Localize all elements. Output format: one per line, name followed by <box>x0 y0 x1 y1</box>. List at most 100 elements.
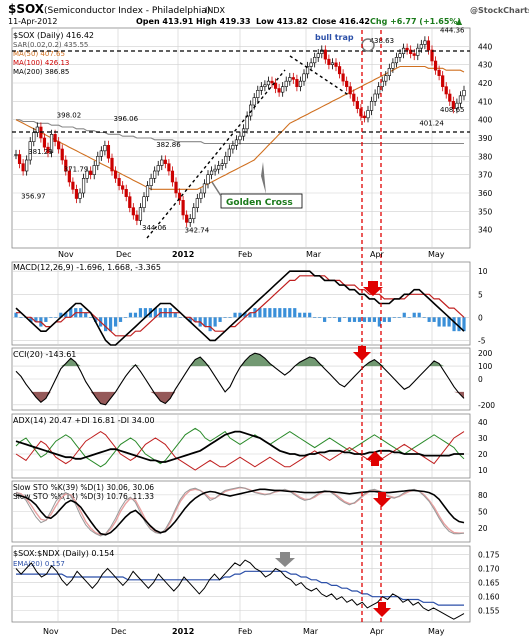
candle <box>128 196 132 208</box>
macd-histogram-bar <box>342 317 347 318</box>
macd-histogram-bar <box>123 317 128 318</box>
candle <box>316 53 320 58</box>
candle <box>377 86 381 95</box>
candle <box>209 170 214 175</box>
price-label: 356.97 <box>21 193 46 201</box>
stoch-legend-2: Slow STO %K(14) %D(3) 10.76, 11.33 <box>13 492 154 501</box>
macd-histogram-bar <box>397 317 401 318</box>
macd-histogram-bar <box>268 308 272 318</box>
macd-histogram-bar <box>193 317 197 322</box>
y-tick-label: 420 <box>478 79 493 88</box>
candle <box>341 73 345 82</box>
candle <box>277 88 281 93</box>
macd-histogram-bar <box>457 317 461 332</box>
candle <box>188 218 192 223</box>
y-tick-label: 200 <box>478 349 493 358</box>
watermark: @StockCharts.com <box>470 6 529 15</box>
macd-histogram-bar <box>153 308 157 318</box>
macd-histogram-bar <box>228 317 232 318</box>
macd-histogram-bar <box>372 317 376 322</box>
y-tick-label: 340 <box>478 226 493 235</box>
y-tick-label: 430 <box>478 61 493 70</box>
downtrend-line <box>289 55 351 97</box>
price-legend: $SOX (Daily) 416.42 SAR(0.02,0.2) 435.55… <box>13 31 94 76</box>
macd-histogram-bar <box>357 317 362 322</box>
macd-histogram-bar <box>44 317 48 322</box>
y-tick-label: 370 <box>478 171 493 180</box>
candle <box>153 170 157 179</box>
y-tick-label: 20 <box>478 450 488 459</box>
macd-histogram-bar <box>387 317 391 322</box>
x-label: 2012 <box>172 627 194 636</box>
macd-histogram-bar <box>303 312 307 318</box>
candle <box>298 80 303 87</box>
y-tick-label: 10 <box>478 466 488 475</box>
y-tick-label: 360 <box>478 189 493 198</box>
macd-histogram-bar <box>59 312 63 318</box>
price-label: 398.02 <box>57 111 82 119</box>
macd-histogram-bar <box>392 317 396 318</box>
macd-histogram-bar <box>437 317 441 327</box>
candle <box>32 132 36 142</box>
macd-histogram-bar <box>94 317 98 322</box>
candle <box>78 192 82 199</box>
golden-cross-arrow-icon <box>261 162 266 194</box>
candle <box>135 214 139 221</box>
ema-line <box>16 570 464 606</box>
candle <box>174 181 178 194</box>
macd-histogram-bar <box>89 317 93 318</box>
candle <box>281 86 285 93</box>
golden-cross-label: Golden Cross <box>226 198 293 208</box>
candle <box>14 154 18 156</box>
candle <box>121 185 125 190</box>
candle <box>337 66 342 75</box>
macd-histogram-bar <box>104 317 108 332</box>
macd-histogram-bar <box>64 312 68 318</box>
candle <box>394 57 399 64</box>
y-tick-label: 0.175 <box>478 550 500 559</box>
candle <box>348 86 352 95</box>
candle <box>35 126 39 133</box>
candle <box>419 44 423 49</box>
y-tick-label: 80 <box>478 491 488 500</box>
macd-histogram-bar <box>258 308 262 318</box>
macd-series <box>14 270 466 346</box>
macd-histogram-bar <box>238 312 242 318</box>
candle <box>163 159 167 164</box>
y-tick-label: 0.170 <box>478 565 500 574</box>
candle <box>451 101 455 109</box>
macd-histogram-bar <box>49 317 53 318</box>
candle <box>195 198 199 208</box>
macd-histogram-bar <box>188 317 192 322</box>
cci-overbought-fill <box>16 353 464 379</box>
candle <box>366 110 370 119</box>
x-label: May <box>428 250 445 259</box>
macd-histogram-bar <box>337 317 342 322</box>
macd-histogram-bar <box>173 312 177 318</box>
macd-histogram-bar <box>218 317 222 322</box>
candle <box>373 93 377 102</box>
candle <box>138 207 143 221</box>
legend-main: $SOX (Daily) 416.42 <box>13 31 94 40</box>
macd-histogram-bar <box>323 317 327 322</box>
candle <box>288 77 292 82</box>
candle <box>305 66 310 75</box>
candle <box>412 53 416 56</box>
price-label: 408.65 <box>440 106 465 114</box>
price-label: 382.86 <box>156 141 181 149</box>
adx-legend: ADX(14) 20.47 +DI 16.81 -DI 34.00 <box>13 416 155 425</box>
candle <box>433 60 438 71</box>
price-label: 401.24 <box>419 119 444 127</box>
candle <box>320 49 324 54</box>
candle <box>380 80 384 87</box>
y-tick-label: 0.155 <box>478 607 500 616</box>
stoch-series <box>15 486 465 537</box>
candle <box>192 207 196 219</box>
candle <box>441 75 445 87</box>
date: 11-Apr-2012 <box>8 17 57 26</box>
legend-ma50: MA(50) 407.65 <box>13 50 65 58</box>
macd-histogram-bar <box>273 308 277 318</box>
stoch-d14-line <box>15 486 464 536</box>
open: Open 413.91 <box>136 17 194 26</box>
macd-histogram-bar <box>427 317 431 322</box>
